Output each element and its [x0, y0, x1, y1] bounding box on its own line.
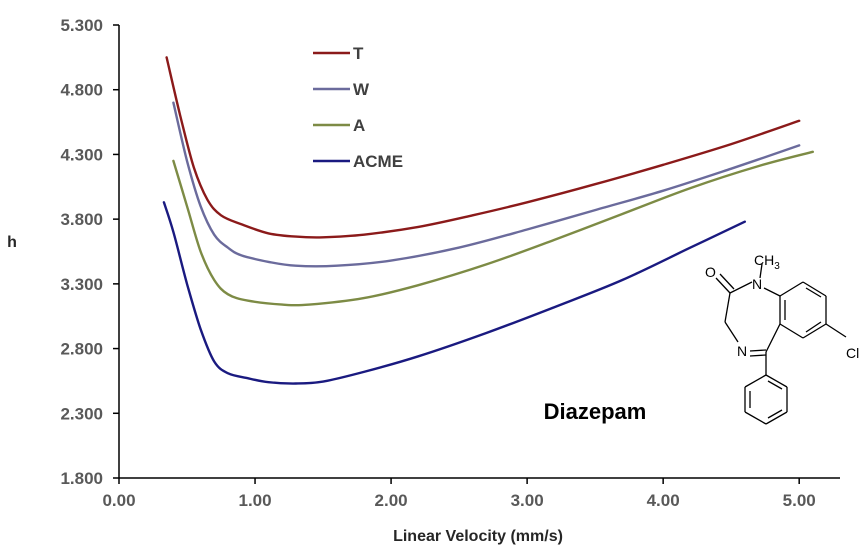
y-tick-label: 5.300 [60, 16, 103, 35]
y-tick-label: 4.300 [60, 145, 103, 164]
y-axis: 1.800 2.300 2.800 3.300 3.800 4.300 4.800 5.300 [60, 16, 120, 488]
x-tick-label: 2.00 [375, 491, 408, 510]
y-tick-label: 3.300 [60, 275, 103, 294]
compound-name: Diazepam [544, 399, 647, 424]
x-tick-label: 0.00 [102, 491, 135, 510]
legend-label: ACME [353, 152, 403, 171]
oxygen-label: O [705, 264, 716, 280]
y-axis-title: h [7, 234, 17, 251]
y-tick-label: 3.800 [60, 210, 103, 229]
imine-nitrogen-label: N [737, 343, 747, 359]
methyl-label: CH3 [754, 252, 780, 272]
x-tick-label: 1.00 [238, 491, 271, 510]
y-tick-label: 2.300 [60, 404, 103, 423]
diazepam-structure-icon [715, 263, 847, 425]
x-tick-label: 4.00 [647, 491, 680, 510]
series-line-a [172, 150, 814, 307]
y-tick-label: 4.800 [60, 81, 103, 100]
series-line-t [165, 56, 801, 239]
x-axis-title: Linear Velocity (mm/s) [393, 528, 563, 545]
nitrogen-label: N [752, 276, 762, 292]
series-line-w [172, 101, 801, 268]
legend: TWA ACME [313, 44, 403, 171]
legend-label: T [353, 44, 364, 63]
y-tick-label: 2.800 [60, 340, 103, 359]
series-line-acme [162, 201, 746, 385]
x-tick-label: 5.00 [783, 491, 816, 510]
y-tick-label: 1.800 [60, 469, 103, 488]
series-lines [162, 56, 814, 385]
chlorine-label: Cl [846, 345, 859, 361]
x-axis: 0.00 1.00 2.00 3.00 4.00 5.00 [102, 477, 840, 510]
legend-label: A [353, 116, 365, 135]
legend-label: W [353, 80, 370, 99]
x-tick-label: 3.00 [511, 491, 544, 510]
